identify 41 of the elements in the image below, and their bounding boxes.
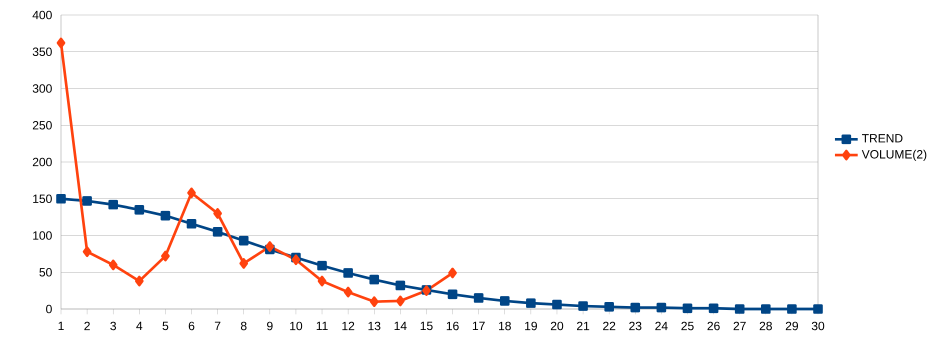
x-tick-label: 25	[681, 322, 694, 330]
y-tick-label: 150	[33, 194, 52, 204]
x-tick-label: 2	[84, 322, 90, 330]
x-tick-label: 20	[550, 322, 564, 330]
y-tick-label: 400	[32, 10, 52, 20]
x-tick-label: 22	[603, 322, 616, 330]
y-tick-label: 300	[32, 84, 52, 93]
y-tick-label: 350	[32, 48, 52, 56]
x-tick-label: 14	[394, 322, 407, 330]
x-tick-label: 17	[472, 322, 485, 330]
x-tick-label: 4	[136, 322, 142, 330]
y-tick-label: 250	[32, 121, 52, 130]
y-tick-label: 100	[33, 231, 52, 240]
x-tick-label: 26	[708, 322, 720, 330]
x-tick-label: 28	[760, 322, 772, 330]
y-tick-label: 50	[39, 268, 52, 277]
x-tick-label: 27	[734, 322, 746, 330]
x-tick-label: 1	[58, 322, 64, 330]
x-tick-label: 12	[342, 322, 354, 330]
x-tick-label: 24	[655, 322, 668, 330]
y-tick-label: 0	[46, 304, 52, 314]
x-tick-label: 13	[368, 322, 380, 330]
x-tick-label: 10	[290, 322, 302, 330]
x-tick-label: 30	[812, 322, 824, 330]
legend-label: VOLUME(2)	[862, 150, 926, 161]
x-tick-label: 29	[786, 322, 798, 330]
x-tick-label: 18	[499, 322, 511, 330]
y-tick-label: 200	[32, 158, 52, 166]
x-tick-label: 11	[316, 322, 328, 330]
x-tick-label: 15	[420, 322, 433, 330]
x-tick-label: 3	[110, 322, 116, 330]
x-tick-label: 23	[629, 322, 642, 330]
x-tick-label: 8	[240, 322, 247, 330]
x-tick-label: 19	[525, 322, 537, 330]
x-tick-label: 16	[446, 322, 459, 330]
legend-label: TREND	[862, 134, 902, 142]
x-tick-label: 6	[188, 322, 194, 330]
x-tick-label: 21	[577, 322, 590, 330]
x-tick-label: 5	[162, 322, 168, 330]
x-tick-label: 7	[214, 322, 220, 330]
x-tick-label: 9	[267, 322, 273, 330]
